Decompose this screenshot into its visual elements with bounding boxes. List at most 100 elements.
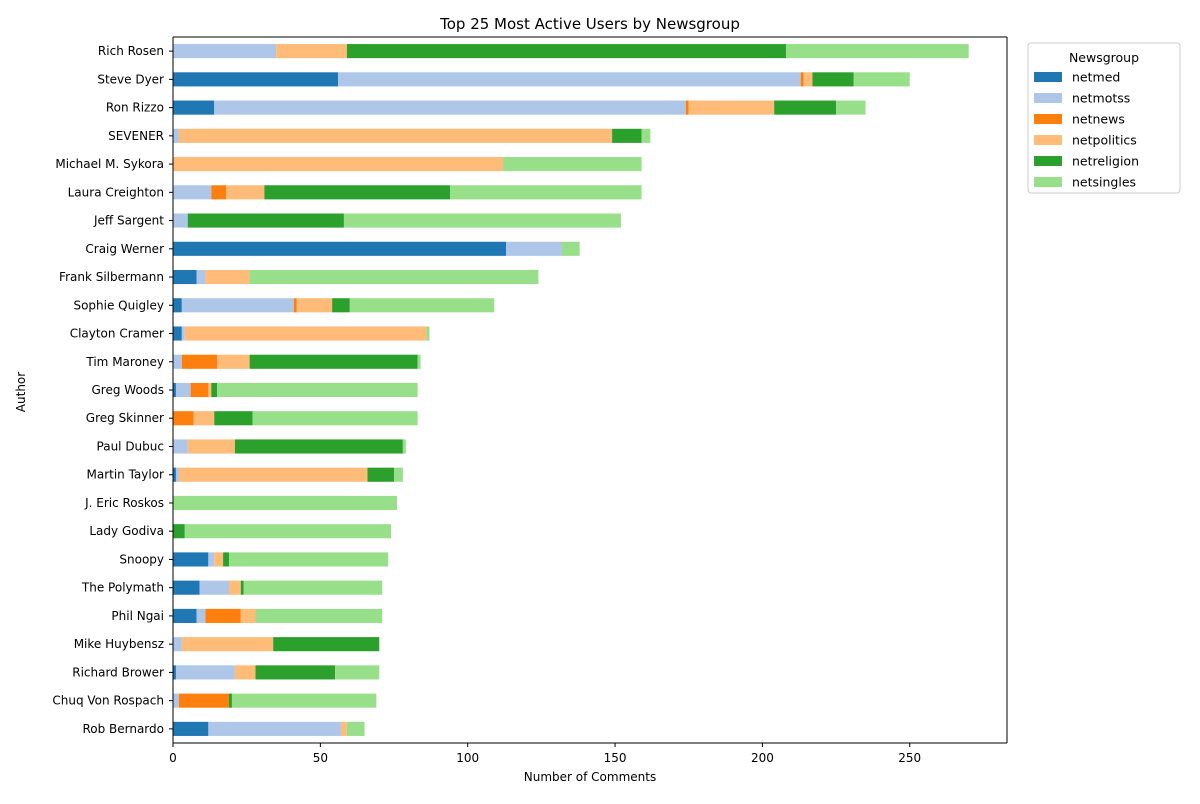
y-tick-label: Ron Rizzo — [106, 101, 164, 115]
bar-segment — [173, 552, 209, 567]
bar-segment — [181, 298, 294, 313]
bar-segment — [293, 298, 297, 313]
bar-segment — [173, 693, 179, 708]
bar-segment — [208, 552, 215, 567]
legend-swatch — [1034, 114, 1062, 124]
x-tick-label: 50 — [313, 751, 328, 765]
bar-segment — [196, 608, 206, 623]
bar-segment — [349, 298, 495, 313]
legend-swatch — [1034, 177, 1062, 187]
bar-segment — [173, 637, 182, 652]
bar-segment — [184, 326, 427, 341]
y-tick-label: Laura Creighton — [68, 185, 164, 199]
bar-segment — [173, 467, 176, 482]
bar-segment — [211, 382, 218, 398]
y-axis-title: Author — [14, 372, 28, 412]
bar-segment — [173, 213, 188, 228]
bar-segment — [217, 354, 250, 369]
bar-segment — [181, 354, 218, 369]
x-tick-label: 0 — [169, 751, 177, 765]
x-tick-label: 100 — [456, 751, 479, 765]
bar-segment — [234, 439, 403, 454]
x-tick-label: 200 — [751, 751, 774, 765]
y-tick-label: Rob Bernardo — [82, 722, 164, 736]
y-tick-label: Rich Rosen — [98, 44, 164, 58]
y-tick-label: Frank Silbermann — [59, 270, 164, 284]
y-tick-label: Craig Werner — [85, 242, 164, 256]
legend-swatch — [1034, 93, 1062, 103]
bar-segment — [205, 269, 250, 285]
bar-segment — [173, 269, 197, 285]
bar-segment — [196, 269, 206, 285]
bar-segment — [217, 382, 418, 398]
y-tick-label: Lady Godiva — [89, 524, 164, 538]
bar-segment — [178, 693, 229, 708]
bar-segment — [228, 580, 241, 595]
bar-segment — [228, 552, 389, 567]
legend-label: netmed — [1072, 70, 1120, 85]
bar-segment — [173, 298, 182, 313]
bar-segment — [193, 411, 215, 426]
x-tick-label: 250 — [898, 751, 921, 765]
y-tick-label: Michael M. Sykora — [55, 157, 164, 171]
bar-segment — [803, 72, 813, 87]
bar-segment — [231, 693, 377, 708]
bar-segment — [346, 44, 786, 59]
bar-segment — [181, 326, 185, 341]
bar-segment — [612, 128, 642, 143]
bar-segment — [273, 637, 380, 652]
bar-segment — [685, 100, 689, 115]
legend-label: netreligion — [1072, 154, 1139, 169]
y-tick-label: Phil Ngai — [111, 609, 164, 623]
bar-segment — [173, 326, 182, 341]
legend-swatch — [1034, 135, 1062, 145]
legend-label: netmotss — [1072, 91, 1130, 106]
legend-frame — [1027, 42, 1181, 194]
y-tick-label: Chuq Von Rospach — [52, 694, 164, 708]
legend: Newsgroup netmed netmotss netnews netpoliti… — [1027, 42, 1181, 194]
legend-label: netsingles — [1072, 175, 1136, 190]
bar-segment — [785, 44, 969, 59]
bar-segment — [426, 326, 430, 341]
axes-layer: 0 50 100 150 200 250 Rich Rosen Steve Dyer Ron R… — [52, 36, 1008, 765]
bar-segment — [173, 185, 212, 200]
y-tick-label: Tim Maroney — [85, 355, 164, 369]
bar-segment — [173, 241, 507, 256]
y-tick-label: Greg Woods — [92, 383, 165, 397]
y-tick-label: Paul Dubuc — [97, 439, 164, 453]
y-tick-label: SEVENER — [108, 129, 164, 143]
legend-label: netpolitics — [1072, 133, 1137, 148]
legend-label: netnews — [1072, 112, 1125, 127]
bar-segment — [187, 439, 235, 454]
bar-segment — [800, 72, 804, 87]
bar-segment — [688, 100, 775, 115]
bar-segment — [226, 185, 265, 200]
bar-segment — [243, 580, 383, 595]
bar-segment — [223, 552, 229, 567]
y-tick-label: Steve Dyer — [97, 72, 164, 86]
bar-segment — [214, 100, 686, 115]
bar-segment — [853, 72, 910, 87]
legend-swatch — [1034, 72, 1062, 82]
bar-segment — [506, 241, 563, 256]
bar-segment — [249, 354, 418, 369]
bar-segment — [255, 608, 383, 623]
bar-segment — [228, 693, 232, 708]
bars-layer — [173, 44, 969, 736]
legend-swatch — [1034, 156, 1062, 166]
y-tick-label: Jeff Sargent — [93, 214, 164, 228]
bar-segment — [774, 100, 837, 115]
bar-segment — [264, 185, 451, 200]
bar-segment — [205, 608, 241, 623]
bar-segment — [394, 467, 403, 482]
bar-segment — [240, 580, 244, 595]
bar-segment — [190, 382, 209, 398]
bar-segment — [402, 439, 406, 454]
bar-segment — [173, 382, 176, 398]
y-tick-label: The Polymath — [81, 581, 164, 595]
bar-segment — [252, 411, 418, 426]
y-tick-label: Richard Brower — [72, 665, 164, 679]
bar-segment — [173, 128, 179, 143]
bar-segment — [332, 298, 350, 313]
